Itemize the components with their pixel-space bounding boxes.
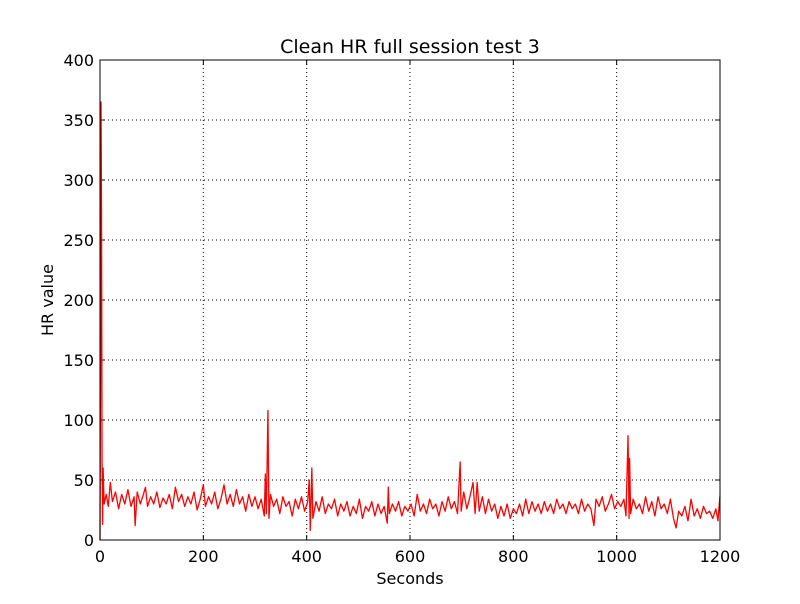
y-tick-label: 150	[63, 351, 94, 370]
x-tick-label: 0	[95, 547, 105, 566]
y-tick-label: 50	[74, 471, 94, 490]
y-tick-label: 200	[63, 291, 94, 310]
x-tick-label: 1200	[700, 547, 741, 566]
y-tick-label: 0	[84, 531, 94, 550]
x-axis-label: Seconds	[376, 569, 443, 588]
plot-frame	[99, 59, 721, 541]
y-tick-label: 400	[63, 51, 94, 70]
y-tick-label: 300	[63, 171, 94, 190]
y-tick-label: 100	[63, 411, 94, 430]
x-tick-label: 1000	[596, 547, 637, 566]
data-line	[99, 101, 721, 541]
x-tick-label: 200	[188, 547, 219, 566]
chart-title: Clean HR full session test 3	[280, 36, 540, 58]
y-tick-label: 350	[63, 111, 94, 130]
x-tick-label: 400	[291, 547, 322, 566]
x-tick-label: 800	[498, 547, 529, 566]
x-tick-label: 600	[395, 547, 426, 566]
y-tick-label: 250	[63, 231, 94, 250]
y-axis-label: HR value	[38, 264, 57, 336]
